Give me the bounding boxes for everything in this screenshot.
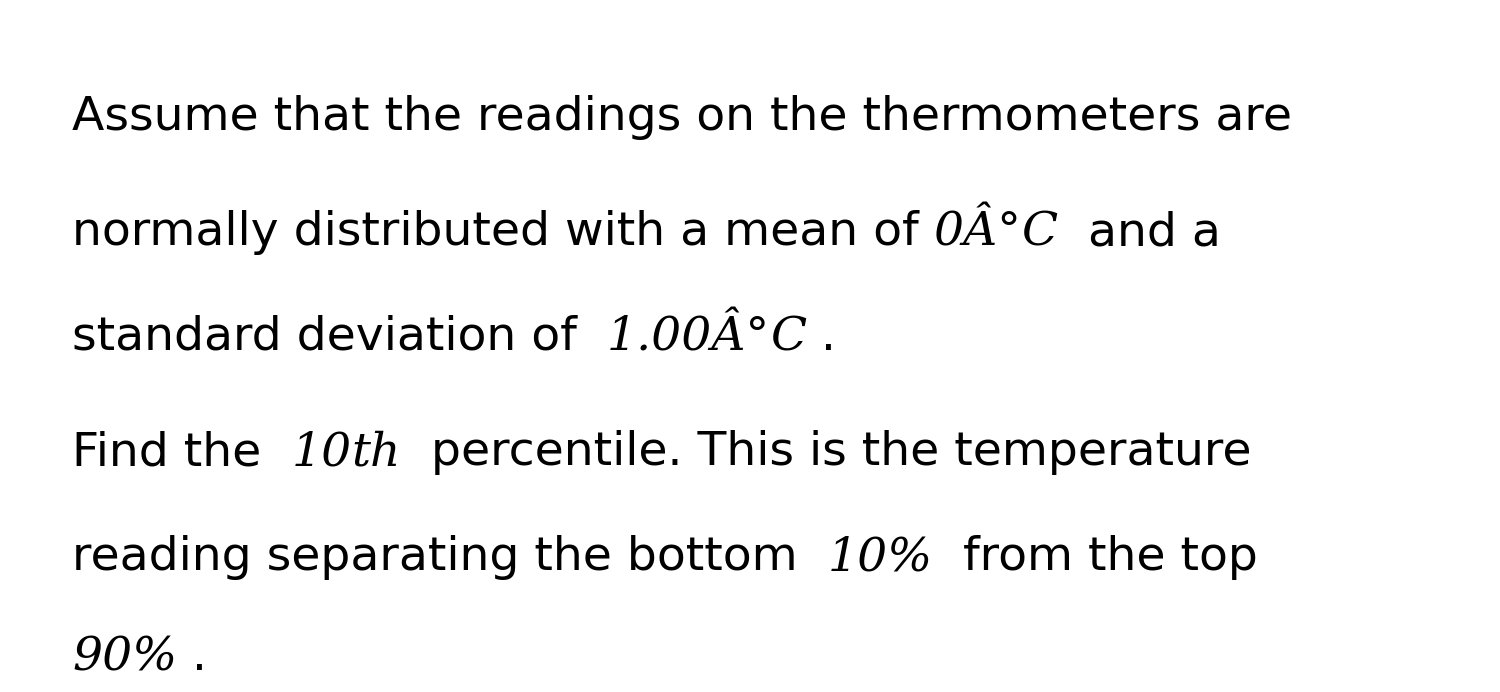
Text: C: C	[1022, 210, 1058, 255]
Text: percentile. This is the temperature: percentile. This is the temperature	[400, 430, 1251, 475]
Text: and a: and a	[1058, 210, 1221, 255]
Text: C: C	[770, 315, 806, 361]
Text: 10: 10	[291, 430, 351, 475]
Text: reading separating the bottom: reading separating the bottom	[72, 535, 828, 580]
Text: 0Â°: 0Â°	[933, 210, 1022, 255]
Text: .: .	[177, 635, 207, 680]
Text: normally distributed with a mean of: normally distributed with a mean of	[72, 210, 933, 255]
Text: standard deviation of: standard deviation of	[72, 315, 606, 360]
Text: th: th	[351, 430, 400, 475]
Text: Assume that the readings on the thermometers are: Assume that the readings on the thermome…	[72, 95, 1292, 140]
Text: Find the: Find the	[72, 430, 291, 475]
Text: from the top: from the top	[933, 535, 1257, 580]
Text: .: .	[806, 315, 836, 360]
Text: 90%: 90%	[72, 635, 177, 680]
Text: 1.00Â°: 1.00Â°	[606, 315, 770, 361]
Text: 10%: 10%	[828, 535, 933, 581]
